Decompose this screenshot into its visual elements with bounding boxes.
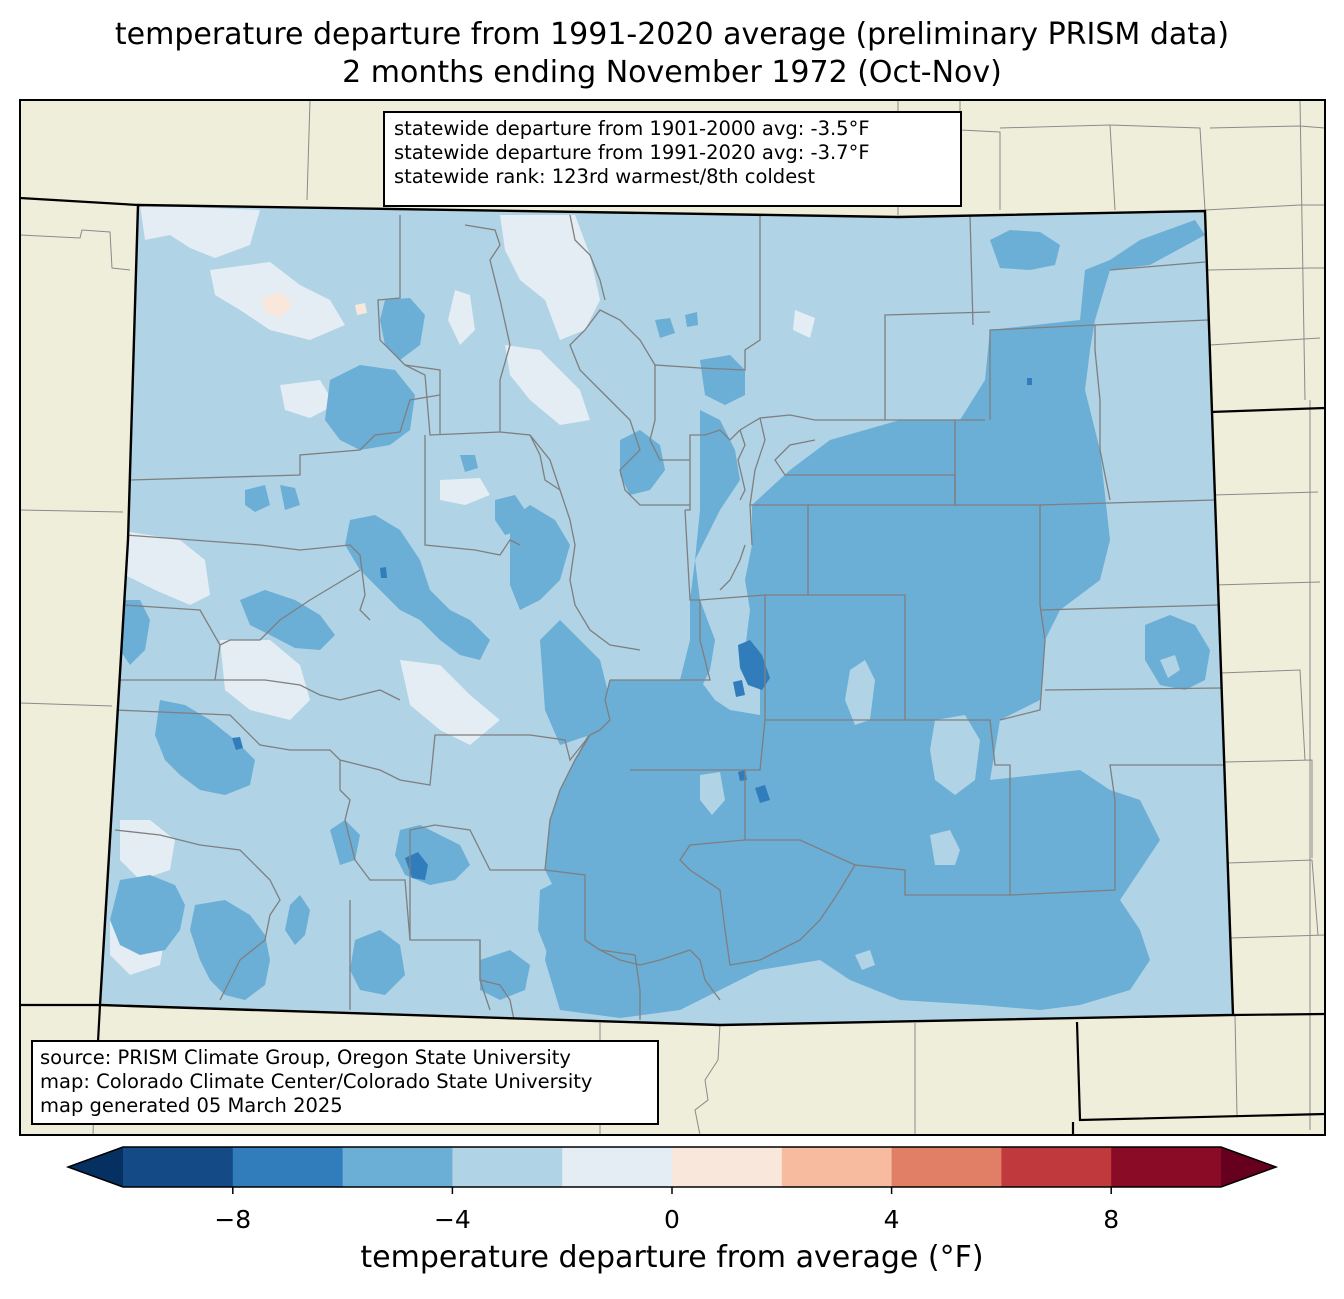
source-line-1: source: PRISM Climate Group, Oregon Stat… <box>40 1046 571 1069</box>
colorbar-extend-low <box>68 1147 123 1187</box>
colorado-state-border <box>98 203 1235 1027</box>
colorbar-bin <box>452 1147 563 1187</box>
colorbar-bin <box>1111 1147 1222 1187</box>
colorado-county-lines <box>114 214 1230 1025</box>
source-line-2: map: Colorado Climate Center/Colorado St… <box>40 1070 593 1093</box>
colorbar-tick-label: 0 <box>664 1205 680 1234</box>
map-title-line2: 2 months ending November 1972 (Oct-Nov) <box>342 55 1002 90</box>
colorbar-tick-label: 8 <box>1103 1205 1120 1234</box>
map-frame-border <box>19 99 1326 1136</box>
statewide-stats-box: statewide departure from 1901-2000 avg: … <box>383 111 962 207</box>
colorbar-extend-high <box>1221 1147 1276 1187</box>
colorbar-tick-label: 4 <box>883 1205 900 1234</box>
colorbar-tick-label: −8 <box>214 1205 252 1234</box>
colorbar-bin <box>672 1147 783 1187</box>
colorbar-bin <box>342 1147 453 1187</box>
colorbar-tick-label: −4 <box>433 1205 471 1234</box>
regions-0-to-2 <box>262 292 367 318</box>
stats-line-1: statewide departure from 1901-2000 avg: … <box>394 117 870 140</box>
source-box: source: PRISM Climate Group, Oregon Stat… <box>31 1040 659 1125</box>
regions-minus-6-to-minus-8 <box>232 378 1032 880</box>
colorbar-bin <box>123 1147 234 1187</box>
stats-line-3: statewide rank: 123rd warmest/8th coldes… <box>394 165 815 188</box>
colorbar-outline <box>65 1146 1279 1188</box>
map-title-line1: temperature departure from 1991-2020 ave… <box>114 17 1230 52</box>
colorbar-bin <box>891 1147 1002 1187</box>
colorbar-bin <box>1001 1147 1112 1187</box>
colorbar-label: temperature departure from average (°F) <box>360 1240 984 1275</box>
colorado-temperature-field <box>100 205 1233 1025</box>
source-line-3: map generated 05 March 2025 <box>40 1094 343 1117</box>
colorbar-bin <box>781 1147 893 1187</box>
stats-line-2: statewide departure from 1991-2020 avg: … <box>394 141 870 164</box>
colorbar-bin <box>232 1147 344 1187</box>
colorbar <box>65 1146 1279 1194</box>
map-frame <box>20 100 1325 1135</box>
regions-light-patches <box>700 655 1180 970</box>
colorbar-bin <box>562 1147 673 1187</box>
